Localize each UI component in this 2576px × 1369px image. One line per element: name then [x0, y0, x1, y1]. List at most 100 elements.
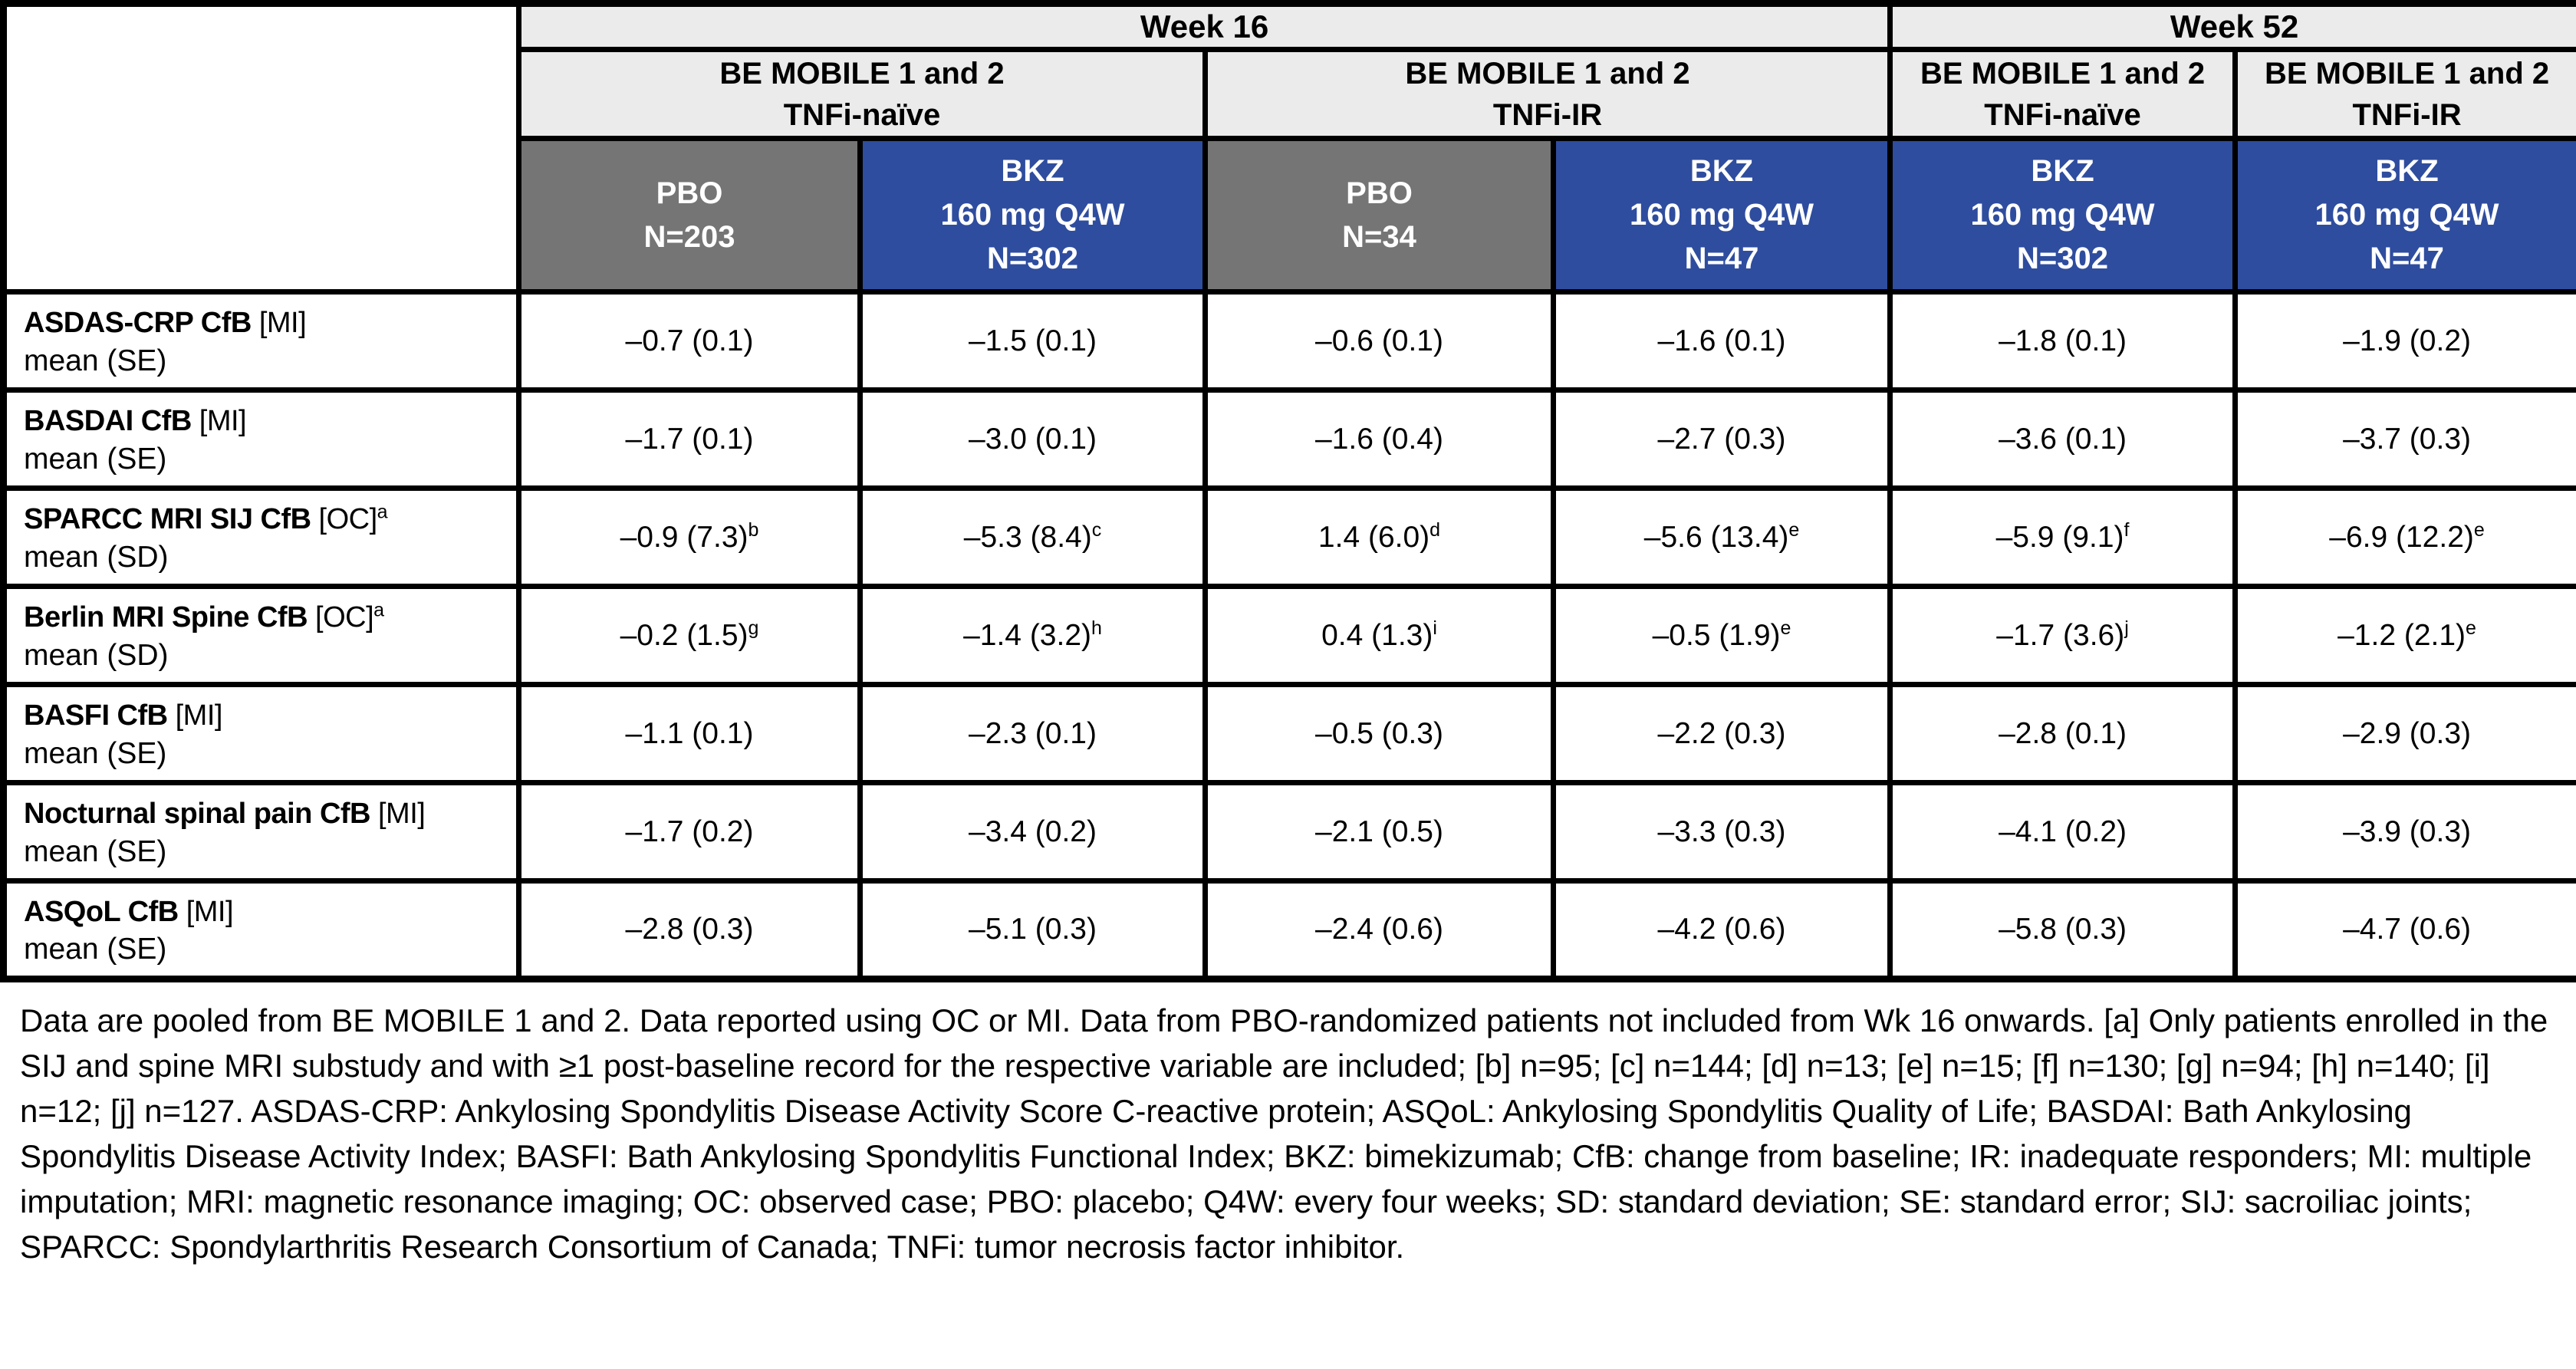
value-text: –5.8 (0.3): [1999, 913, 2127, 946]
value-cell: –2.8 (0.1): [1887, 682, 2239, 785]
row-label-sparcc-mri-sij: SPARCC MRI SIJ CfB [OC]a mean (SD): [1, 485, 521, 589]
population-name: TNFi-naïve: [1984, 97, 2141, 132]
value-text: –2.8 (0.3): [625, 913, 754, 946]
value-cell: –4.7 (0.6): [2232, 878, 2576, 982]
arm-n: N=47: [2370, 242, 2444, 275]
value-text: –5.9 (9.1): [1995, 520, 2124, 554]
measure-name: Berlin MRI Spine CfB [OC]a: [24, 601, 510, 634]
value-cell: –3.6 (0.1): [1887, 387, 2239, 491]
value-text: –1.1 (0.1): [625, 716, 754, 750]
value-cell: –1.6 (0.1): [1550, 289, 1893, 393]
value-footnote-marker: j: [2124, 617, 2129, 639]
value-cell: –2.1 (0.5): [1202, 780, 1556, 884]
value-footnote-marker: e: [1788, 518, 1800, 541]
value-cell: 0.4 (1.3)i: [1202, 584, 1556, 687]
value-cell: –5.3 (8.4)c: [857, 485, 1208, 589]
arm-drug: PBO: [656, 176, 723, 210]
value-footnote-marker: e: [2473, 518, 2485, 541]
week-16-header: Week 16: [515, 1, 1893, 52]
value-cell: –1.5 (0.1): [857, 289, 1208, 393]
value-cell: –0.7 (0.1): [516, 289, 863, 393]
study-name: BE MOBILE 1 and 2: [2264, 56, 2550, 90]
value-text: –0.2 (1.5): [620, 618, 748, 652]
population-name: TNFi-IR: [2352, 97, 2462, 132]
measure-method: [MI]: [186, 896, 234, 928]
cohort-header-w16-tnfi-naive: BE MOBILE 1 and 2 TNFi-naïve: [516, 47, 1208, 141]
measure-footnote-marker: a: [377, 501, 388, 523]
arm-n: N=302: [987, 242, 1078, 275]
table-row-berlin-mri-spine: Berlin MRI Spine CfB [OC]a mean (SD) –0.2…: [1, 584, 2576, 687]
measure-name: BASFI CfB [MI]: [24, 699, 510, 732]
measure-bold: BASDAI CfB: [24, 405, 192, 437]
value-text: –0.7 (0.1): [625, 324, 754, 357]
measure-name: Nocturnal spinal pain CfB [MI]: [24, 798, 510, 831]
arm-dose: 160 mg Q4W: [940, 198, 1125, 232]
measure-method: [OC]: [318, 503, 378, 535]
value-text: –0.9 (7.3): [620, 520, 748, 554]
value-cell: –1.4 (3.2)h: [857, 584, 1208, 687]
study-name: BE MOBILE 1 and 2: [719, 56, 1005, 90]
cohort-header-w52-tnfi-naive: BE MOBILE 1 and 2 TNFi-naïve: [1887, 47, 2239, 141]
row-label-berlin-mri-spine: Berlin MRI Spine CfB [OC]a mean (SD): [1, 584, 521, 687]
value-text: –2.4 (0.6): [1315, 913, 1443, 946]
value-text: –2.7 (0.3): [1657, 422, 1786, 456]
measure-bold: ASDAS-CRP CfB: [24, 307, 252, 339]
stat-label: mean (SD): [24, 541, 169, 574]
value-text: –1.7 (0.1): [625, 422, 754, 456]
value-text: –5.3 (8.4): [963, 520, 1092, 554]
value-text: –2.1 (0.5): [1315, 814, 1443, 848]
row-label-asqol: ASQoL CfB [MI] mean (SE): [1, 878, 521, 982]
value-cell: –3.0 (0.1): [857, 387, 1208, 491]
measure-bold: BASFI CfB: [24, 699, 168, 732]
corner-blank-cell: [1, 1, 521, 295]
value-text: –1.4 (3.2): [963, 618, 1092, 652]
arm-n: N=47: [1684, 242, 1759, 275]
table-row-basdai: BASDAI CfB [MI] mean (SE) –1.7 (0.1) –3.0…: [1, 387, 2576, 491]
stat-label: mean (SE): [24, 737, 167, 770]
arm-n: N=203: [643, 219, 735, 254]
cohort-header-w16-tnfi-ir: BE MOBILE 1 and 2 TNFi-IR: [1202, 47, 1893, 141]
value-text: –1.9 (0.2): [2343, 324, 2471, 357]
value-cell: –0.9 (7.3)b: [516, 485, 863, 589]
value-text: 1.4 (6.0): [1318, 520, 1430, 554]
value-text: –0.5 (1.9): [1652, 618, 1781, 652]
value-text: –0.5 (0.3): [1315, 716, 1443, 750]
arm-header-bkz-n302-w16: BKZ 160 mg Q4W N=302: [857, 136, 1208, 295]
value-text: –3.3 (0.3): [1657, 814, 1786, 848]
row-label-basdai: BASDAI CfB [MI] mean (SE): [1, 387, 521, 491]
table-row-asqol: ASQoL CfB [MI] mean (SE) –2.8 (0.3) –5.1 …: [1, 878, 2576, 982]
value-cell: –1.7 (3.6)j: [1887, 584, 2239, 687]
value-text: 0.4 (1.3): [1321, 618, 1433, 652]
stat-label: mean (SD): [24, 639, 169, 672]
value-text: –1.2 (2.1): [2337, 618, 2466, 652]
value-cell: –2.4 (0.6): [1202, 878, 1556, 982]
stat-label: mean (SE): [24, 933, 167, 966]
measure-footnote-marker: a: [373, 599, 384, 621]
value-cell: –1.1 (0.1): [516, 682, 863, 785]
value-cell: –4.1 (0.2): [1887, 780, 2239, 884]
value-cell: –2.3 (0.1): [857, 682, 1208, 785]
measure-bold: Nocturnal spinal pain CfB: [24, 798, 370, 830]
value-text: –0.6 (0.1): [1315, 324, 1443, 357]
value-footnote-marker: g: [748, 617, 759, 639]
arm-drug: BKZ: [2375, 154, 2439, 188]
value-cell: –1.9 (0.2): [2232, 289, 2576, 393]
arm-header-bkz-n47-w52: BKZ 160 mg Q4W N=47: [2232, 136, 2576, 295]
value-cell: –3.7 (0.3): [2232, 387, 2576, 491]
study-name: BE MOBILE 1 and 2: [1405, 56, 1690, 90]
row-label-basfi: BASFI CfB [MI] mean (SE): [1, 682, 521, 785]
value-footnote-marker: c: [1091, 518, 1102, 541]
stat-label: mean (SE): [24, 443, 167, 476]
value-text: –1.5 (0.1): [969, 324, 1097, 357]
value-cell: –4.2 (0.6): [1550, 878, 1893, 982]
measure-name: ASDAS-CRP CfB [MI]: [24, 307, 510, 340]
value-text: –2.3 (0.1): [969, 716, 1097, 750]
results-table: Week 16 Week 52 BE MOBILE 1 and 2 TNFi-n…: [0, 0, 2576, 982]
value-text: –5.1 (0.3): [969, 913, 1097, 946]
study-name: BE MOBILE 1 and 2: [1920, 56, 2206, 90]
arm-drug: BKZ: [1001, 154, 1064, 188]
value-cell: –2.9 (0.3): [2232, 682, 2576, 785]
value-cell: –5.6 (13.4)e: [1550, 485, 1893, 589]
value-footnote-marker: i: [1433, 617, 1437, 639]
table-row-nocturnal-spinal-pain: Nocturnal spinal pain CfB [MI] mean (SE) …: [1, 780, 2576, 884]
